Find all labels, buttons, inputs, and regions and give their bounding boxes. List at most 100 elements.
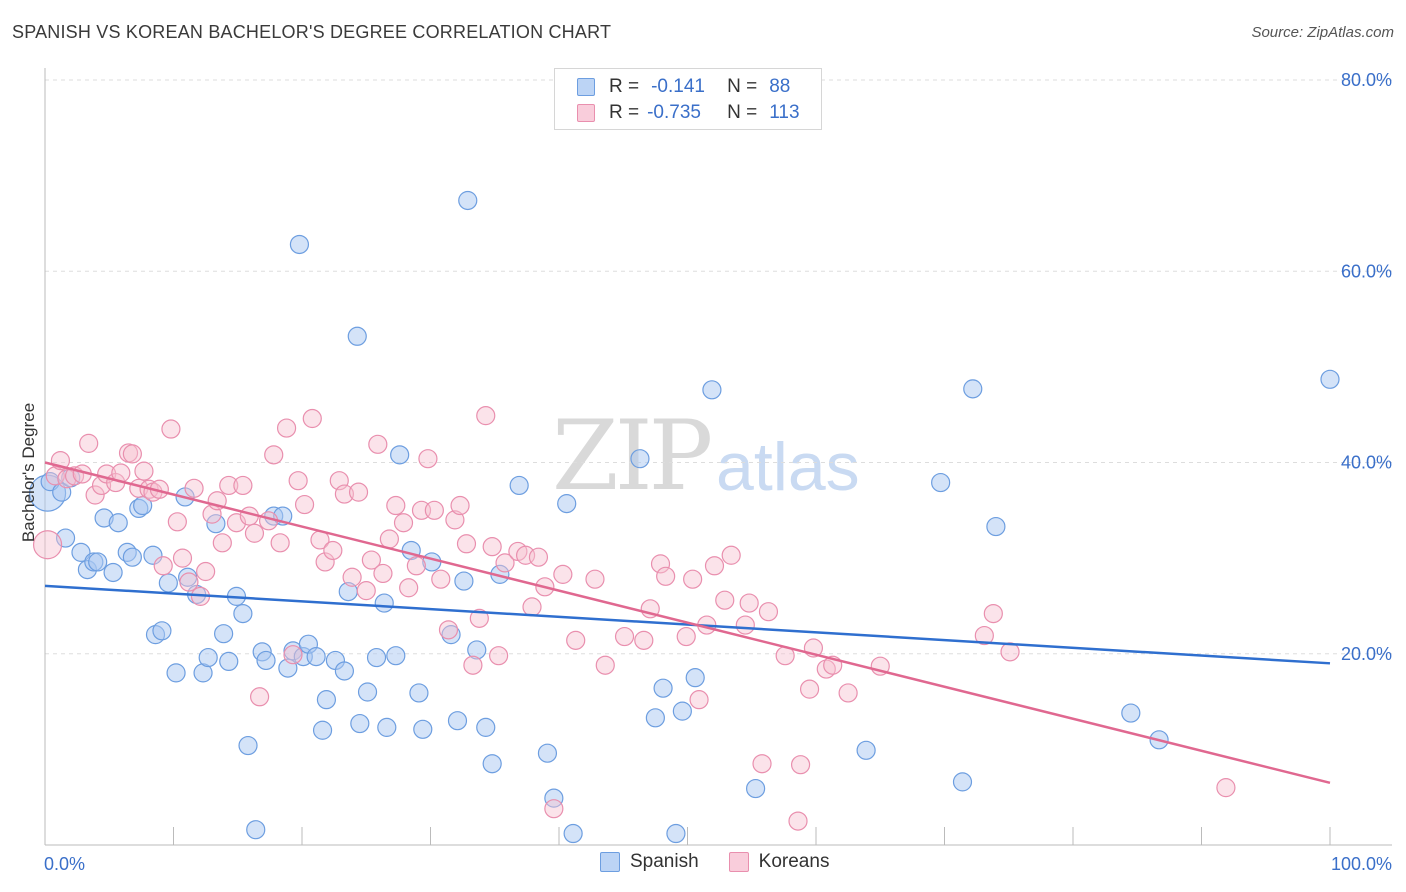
korean-point (418, 449, 438, 469)
x-tick-label: 100.0% (1331, 854, 1392, 874)
korean-point (676, 626, 696, 647)
spanish-point (630, 449, 650, 469)
korean-point (758, 602, 779, 622)
series-legend: Spanish Koreans (600, 851, 859, 873)
legend-item-koreans[interactable]: Koreans (728, 851, 830, 873)
y-tick-label: 80.0% (1341, 70, 1392, 90)
spanish-point (158, 573, 178, 593)
spanish-point (1320, 369, 1340, 389)
korean-point (544, 799, 564, 819)
spanish-point (316, 690, 337, 710)
spanish-trendline (44, 584, 1331, 665)
korean-point (233, 475, 253, 496)
korean-point (172, 548, 193, 568)
korean-point (683, 569, 703, 589)
trendlines (44, 461, 1331, 785)
korean-point (244, 523, 265, 543)
korean-point (566, 630, 586, 650)
spanish-point (306, 647, 326, 667)
korean-point (348, 482, 369, 502)
korean-point (445, 510, 465, 530)
korean-swatch (728, 852, 749, 872)
spanish-point (563, 823, 583, 844)
korean-point (614, 626, 635, 647)
y-axis-label: Bachelor's Degree (19, 403, 38, 542)
spanish-point (544, 788, 564, 808)
korean-point (528, 547, 549, 567)
korean-point (315, 552, 335, 572)
korean-point (323, 540, 343, 561)
legend-r-value: -0.141 (651, 76, 705, 97)
spanish-point (347, 326, 367, 346)
spanish-point (377, 717, 397, 737)
spanish-point (374, 593, 394, 613)
spanish-point (386, 646, 406, 666)
korean-point (482, 537, 502, 557)
spanish-swatch (600, 852, 620, 872)
korean-point (1216, 778, 1236, 798)
legend-n-label: N = (727, 102, 758, 123)
spanish-point (458, 190, 478, 211)
korean-point (264, 445, 284, 465)
spanish-point (246, 820, 266, 840)
spanish-point (366, 647, 387, 668)
korean-point (431, 569, 451, 589)
korean-point (122, 444, 142, 464)
korean-point (974, 625, 994, 646)
korean-point (379, 529, 399, 549)
korean-point (799, 679, 820, 699)
legend-row-korean: R = -0.735 N = 113 (577, 101, 800, 125)
korean-point (739, 593, 759, 613)
spanish-point (390, 445, 410, 465)
spanish-point (672, 701, 692, 721)
spanish-point (219, 651, 239, 672)
spanish-point (537, 743, 558, 763)
spanish-point (289, 234, 310, 255)
korean-point (595, 655, 615, 675)
x-tick-label: 0.0% (44, 854, 85, 874)
legend-n-value: 113 (769, 102, 800, 123)
legend-r-label: R = (609, 102, 640, 123)
korean-point (656, 566, 676, 586)
spanish-point (166, 663, 186, 683)
korean-point (752, 754, 772, 774)
korean-point (424, 500, 444, 520)
korean-point (650, 554, 671, 574)
korean-point (179, 572, 199, 592)
spanish-point (557, 494, 577, 514)
tick-labels: 20.0% 40.0% 60.0% 80.0% 0.0% 100.0% Bachelor's… (19, 70, 1392, 874)
korean-point (386, 495, 406, 516)
korean-point (85, 485, 105, 505)
spanish-point (685, 668, 705, 688)
korean-point (212, 533, 232, 553)
spanish-point (71, 542, 91, 562)
korean-point (721, 545, 741, 565)
korean-point (334, 484, 355, 504)
korean-point (32, 530, 63, 560)
spanish-point (952, 772, 973, 792)
stats-legend: R = -0.141 N = 88 R = -0.735 N = 113 (554, 68, 822, 130)
korean-point (161, 419, 181, 439)
spanish-point (233, 603, 253, 624)
korean-trendline (44, 461, 1331, 785)
legend-item-spanish[interactable]: Spanish (600, 851, 699, 873)
korean-point (456, 534, 477, 554)
spanish-points (28, 190, 1340, 844)
legend-label-spanish: Spanish (630, 851, 699, 872)
watermark-atlas: atlas (716, 429, 860, 505)
spanish-point (214, 624, 234, 644)
legend-label-koreans: Koreans (758, 851, 830, 872)
spanish-point (666, 823, 686, 844)
axes (44, 68, 1392, 846)
korean-point (167, 512, 187, 532)
spanish-point (509, 475, 529, 496)
korean-point (838, 683, 858, 703)
korean-point (788, 811, 808, 831)
korean-point (342, 567, 362, 587)
spanish-point (122, 547, 142, 567)
korean-point (219, 475, 239, 496)
spanish-point (143, 545, 163, 565)
korean-point (704, 556, 725, 576)
spanish-point (702, 380, 722, 400)
